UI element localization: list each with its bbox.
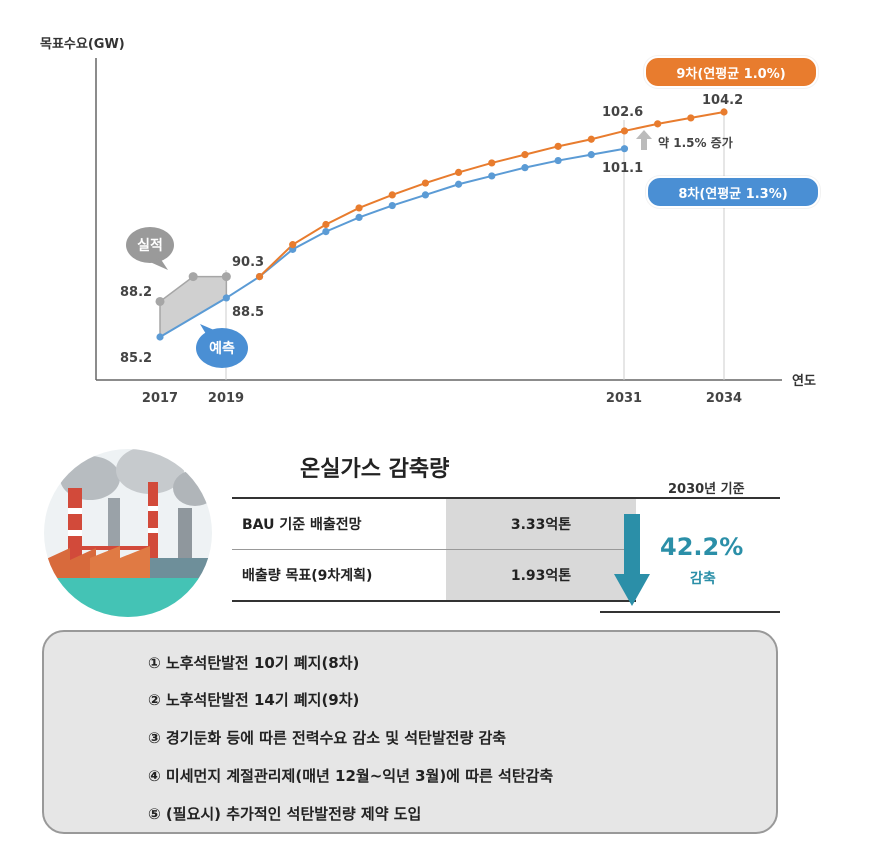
value-label-88-5: 88.5 <box>232 305 264 320</box>
policy-item-4: ④ 미세먼지 계절관리제(매년 12월~익년 3월)에 따른 석탄감축 <box>148 767 554 785</box>
series-0-point-2 <box>221 272 231 282</box>
series-2-point-11 <box>620 127 629 135</box>
series-1-point-8 <box>454 180 463 188</box>
row-value-target: 1.93억톤 <box>446 549 636 601</box>
row-label-target: 배출량 목표(9차계획) <box>232 549 446 601</box>
x-axis-label: 연도 <box>792 374 816 389</box>
demand-chart: 목표수요(GW) 연도 2017 2019 2031 2034 85.2 88.… <box>40 37 816 406</box>
series-1-point-1 <box>222 294 230 302</box>
value-label-102-6: 102.6 <box>602 105 643 120</box>
series-2-point-5 <box>421 179 430 187</box>
series-0-point-0 <box>155 296 165 306</box>
series-1-point-7 <box>421 191 430 199</box>
series-2-point-0 <box>255 273 264 281</box>
series-1-point-0 <box>156 333 164 341</box>
reduction-box <box>600 497 780 613</box>
actual-bubble-tail <box>150 258 168 270</box>
row-value-bau: 3.33억톤 <box>446 498 636 550</box>
up-arrow-icon <box>636 130 652 150</box>
x-tick-2019: 2019 <box>208 391 244 406</box>
policy-item-5: ⑤ (필요시) 추가적인 석탄발전량 제약 도입 <box>148 805 422 823</box>
policy-box <box>42 630 778 834</box>
legend-plan8: 8차(연평균 1.3%) <box>646 176 820 208</box>
policy-item-3: ③ 경기둔화 등에 따른 전력수요 감소 및 석탄발전량 감축 <box>148 729 507 747</box>
series-2-point-10 <box>587 135 595 143</box>
series-line-1 <box>159 147 625 338</box>
series-2-point-3 <box>355 204 363 212</box>
series-1-point-13 <box>620 145 629 153</box>
legend-plan9: 9차(연평균 1.0%) <box>644 56 818 88</box>
series-1-point-6 <box>388 201 396 210</box>
series-1-point-10 <box>521 164 529 172</box>
value-label-85-2: 85.2 <box>120 351 152 366</box>
reduction-percent: 42.2% <box>660 533 744 561</box>
x-tick-2031: 2031 <box>606 391 642 406</box>
power-plant-illustration <box>44 449 212 617</box>
series-2-point-12 <box>654 120 662 128</box>
series-1-point-9 <box>488 172 496 180</box>
actual-bubble-label: 실적 <box>137 237 163 254</box>
series-1-point-5 <box>355 213 363 221</box>
value-label-90-3: 90.3 <box>232 255 264 270</box>
series-1-point-12 <box>587 151 595 159</box>
value-label-88-2: 88.2 <box>120 285 152 300</box>
ghg-basis: 2030년 기준 <box>668 482 745 497</box>
series-1-point-4 <box>322 228 330 236</box>
value-label-101-1: 101.1 <box>602 161 643 176</box>
forecast-bubble <box>196 328 248 368</box>
forecast-bubble-tail <box>200 324 214 334</box>
increase-annotation: 약 1.5% 증가 <box>658 135 733 150</box>
series-2-point-2 <box>322 220 330 229</box>
ghg-title: 온실가스 감축량 <box>300 457 450 482</box>
series-2-point-13 <box>687 114 695 122</box>
series-2-point-9 <box>554 142 562 150</box>
series-2-point-1 <box>289 241 297 249</box>
y-axis-label: 목표수요(GW) <box>40 37 125 52</box>
series-2-point-14 <box>720 108 728 116</box>
series-1-point-11 <box>554 156 562 165</box>
series-2-point-6 <box>454 168 463 176</box>
x-tick-2017: 2017 <box>142 391 178 406</box>
series-2-point-4 <box>388 191 396 199</box>
series-2-point-7 <box>488 159 496 167</box>
value-label-104-2: 104.2 <box>702 93 743 108</box>
x-tick-2034: 2034 <box>706 391 742 406</box>
series-layer <box>155 108 728 341</box>
series-2-point-8 <box>521 151 529 159</box>
row-label-bau: BAU 기준 배출전망 <box>242 517 362 533</box>
table-row: BAU 기준 배출전망 3.33억톤 <box>232 498 636 550</box>
reduction-word: 감축 <box>690 571 716 587</box>
policy-item-2: ② 노후석탄발전 14기 폐지(9차) <box>148 691 360 709</box>
series-0-point-1 <box>188 272 198 282</box>
actual-bubble <box>126 227 174 263</box>
down-arrow-icon <box>614 514 650 606</box>
emission-table: BAU 기준 배출전망 3.33억톤 배출량 목표(9차계획) 1.93억톤 <box>232 497 636 602</box>
table-row: 배출량 목표(9차계획) 1.93억톤 <box>232 549 636 601</box>
forecast-bubble-label: 예측 <box>209 341 235 357</box>
actual-area <box>159 275 228 339</box>
policy-item-1: ① 노후석탄발전 10기 폐지(8차) <box>148 654 360 672</box>
